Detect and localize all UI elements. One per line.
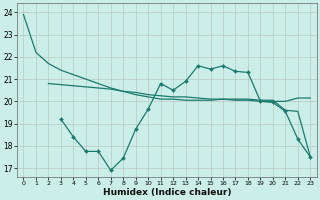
- X-axis label: Humidex (Indice chaleur): Humidex (Indice chaleur): [103, 188, 231, 197]
